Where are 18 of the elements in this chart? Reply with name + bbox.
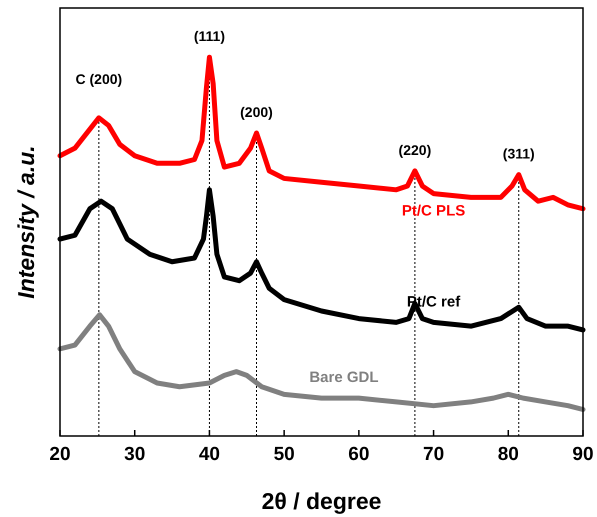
annotation: (200) [240, 104, 273, 120]
x-tick-label: 70 [423, 444, 444, 465]
x-axis-title: 2θ / degree [262, 488, 382, 514]
x-tick-label: 80 [498, 444, 519, 465]
x-tick-label: 20 [49, 444, 71, 465]
series-label: Pt/C PLS [402, 202, 466, 220]
x-tick-label: 90 [572, 444, 594, 465]
x-tick-label: 40 [198, 444, 220, 465]
annotation: (220) [398, 142, 432, 158]
text: (111) [194, 28, 225, 44]
x-tick-label: 30 [124, 444, 146, 465]
annotation: (311) [502, 146, 535, 162]
series-label: Bare GDL [309, 369, 379, 386]
x-tick-label: 50 [274, 444, 295, 465]
annotation: C (200) [76, 70, 122, 87]
x-tick-label: 60 [348, 444, 370, 465]
y-axis-title: Intensity / a.u. [13, 145, 39, 299]
series-label: Pt/C ref [406, 293, 462, 310]
